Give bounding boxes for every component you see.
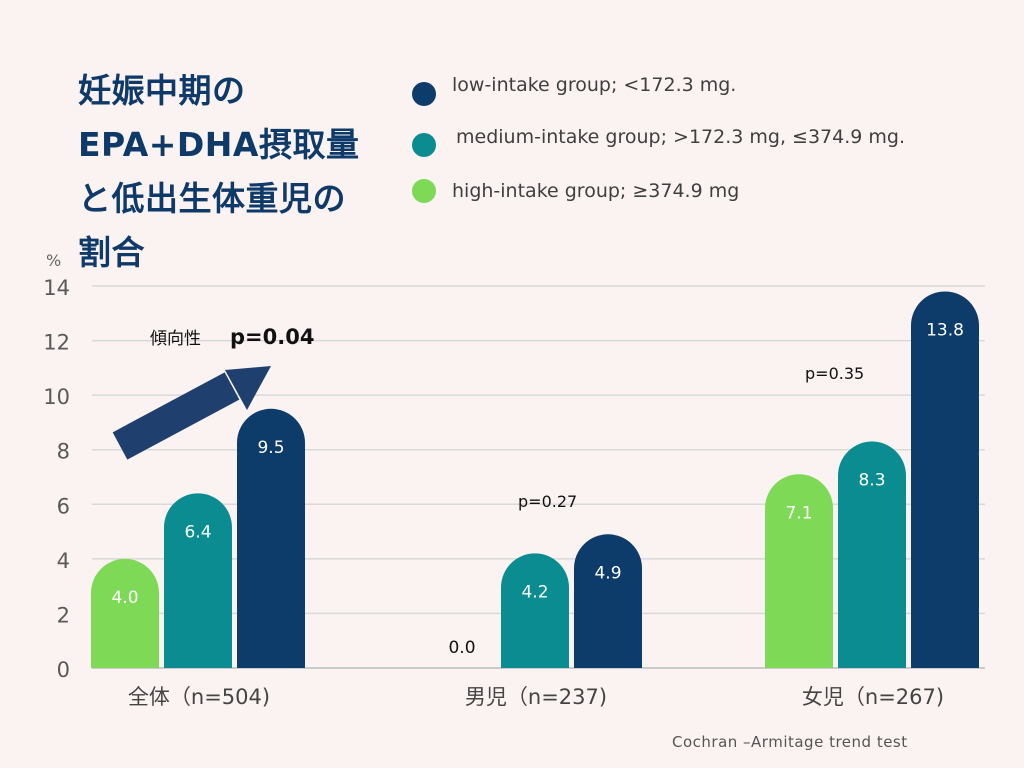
title-line-3: と低出生体重児の bbox=[78, 179, 346, 218]
y-tick-label: 4 bbox=[57, 549, 70, 573]
y-tick-label: 14 bbox=[43, 276, 70, 300]
x-tick-label: 男児（n=237) bbox=[465, 685, 607, 709]
bar-2-2 bbox=[911, 291, 979, 668]
bar-value-label: 9.5 bbox=[257, 438, 284, 458]
trend-arrow-head bbox=[225, 366, 271, 410]
legend-label-high: high-intake group; ≥374.9 mg bbox=[452, 180, 740, 202]
bar-1-0 bbox=[164, 493, 232, 668]
y-tick-label: 6 bbox=[57, 494, 70, 518]
bar-0-0 bbox=[91, 558, 159, 668]
legend-label-medium: medium-intake group; >172.3 mg, ≤374.9 m… bbox=[456, 126, 905, 148]
bar-1-1 bbox=[501, 553, 569, 668]
y-tick-label: 0 bbox=[57, 658, 70, 682]
bar-value-label: 4.9 bbox=[594, 563, 621, 583]
legend-swatch-low bbox=[412, 82, 436, 106]
x-tick-label: 全体（n=504) bbox=[128, 685, 270, 709]
legend-swatch-high bbox=[412, 179, 436, 203]
trend-arrow-shaft bbox=[112, 372, 240, 460]
y-tick-labels: 0 2 4 6 8 10 12 14 bbox=[43, 276, 70, 682]
bar-value-label: 4.2 bbox=[521, 582, 548, 602]
bar-2-1 bbox=[574, 534, 642, 668]
legend-label-low: low-intake group; <172.3 mg. bbox=[452, 74, 737, 96]
bar-2-0 bbox=[237, 408, 305, 668]
y-tick-label: 8 bbox=[57, 440, 70, 464]
title-line-4: 割合 bbox=[78, 233, 145, 272]
y-axis-label: % bbox=[46, 251, 61, 270]
bar-value-label: 7.1 bbox=[785, 503, 812, 523]
trend-label: 傾向性 bbox=[150, 329, 201, 349]
y-tick-label: 10 bbox=[43, 385, 70, 409]
bar-value-label: 13.8 bbox=[926, 320, 964, 340]
bar-value-labels: 4.0 0.0 7.1 6.4 4.2 8.3 9.5 4.9 13.8 bbox=[111, 320, 963, 658]
x-tick-label: 女児（n=267) bbox=[802, 685, 944, 709]
title-line-1: 妊娠中期の bbox=[78, 71, 246, 110]
bar-value-label: 6.4 bbox=[184, 522, 211, 542]
bar-0-2 bbox=[765, 474, 833, 668]
chart-title: 妊娠中期の EPA+DHA摂取量 と低出生体重児の 割合 bbox=[78, 64, 398, 280]
legend-swatch-medium bbox=[412, 133, 436, 157]
boys-p-value: p=0.27 bbox=[518, 492, 577, 511]
title-line-2: EPA+DHA摂取量 bbox=[78, 125, 360, 164]
bars bbox=[91, 291, 979, 668]
trend-arrow bbox=[112, 366, 271, 460]
bar-value-label: 0.0 bbox=[448, 638, 475, 658]
bar-1-2 bbox=[838, 441, 906, 668]
footnote: Cochran –Armitage trend test bbox=[672, 733, 908, 751]
y-tick-label: 12 bbox=[43, 331, 70, 355]
overall-p-value: p=0.04 bbox=[230, 325, 314, 349]
y-tick-label: 2 bbox=[57, 603, 70, 627]
x-tick-labels: 全体（n=504) 男児（n=237) 女児（n=267) bbox=[128, 685, 944, 709]
girls-p-value: p=0.35 bbox=[805, 364, 864, 383]
bar-value-label: 8.3 bbox=[858, 471, 885, 491]
bar-value-label: 4.0 bbox=[111, 588, 138, 608]
